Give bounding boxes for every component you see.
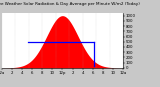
- Text: Milwaukee Weather Solar Radiation & Day Average per Minute W/m2 (Today): Milwaukee Weather Solar Radiation & Day …: [0, 2, 140, 6]
